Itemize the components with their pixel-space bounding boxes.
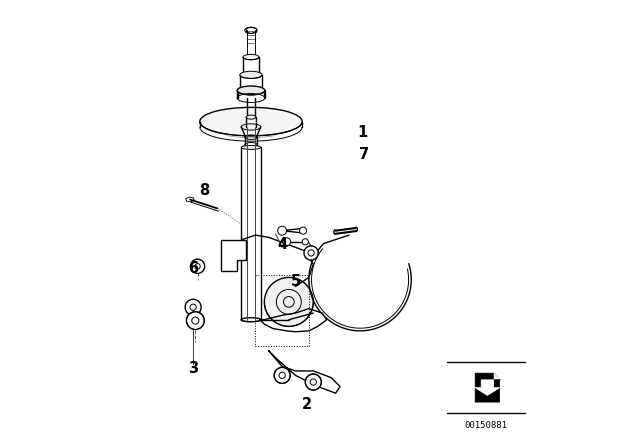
Circle shape <box>302 239 308 245</box>
Polygon shape <box>475 380 500 396</box>
Circle shape <box>283 238 291 246</box>
Ellipse shape <box>240 71 262 78</box>
Circle shape <box>278 226 287 235</box>
Polygon shape <box>221 240 246 271</box>
Ellipse shape <box>243 54 259 60</box>
Ellipse shape <box>237 86 265 95</box>
Circle shape <box>300 227 307 234</box>
Circle shape <box>186 312 204 330</box>
Circle shape <box>185 299 201 315</box>
Text: 3: 3 <box>188 361 198 376</box>
Text: 8: 8 <box>199 183 209 198</box>
Polygon shape <box>493 373 500 379</box>
Ellipse shape <box>200 108 302 136</box>
Text: 5: 5 <box>291 274 301 289</box>
Text: 7: 7 <box>360 147 369 163</box>
Polygon shape <box>475 373 500 402</box>
Circle shape <box>274 367 290 383</box>
Text: 1: 1 <box>357 125 367 140</box>
Text: 00150881: 00150881 <box>465 421 508 430</box>
Circle shape <box>304 246 318 260</box>
Text: 2: 2 <box>301 397 312 412</box>
Ellipse shape <box>241 146 260 150</box>
Ellipse shape <box>246 115 256 119</box>
Text: 4: 4 <box>277 237 287 251</box>
Circle shape <box>191 259 205 273</box>
Circle shape <box>264 277 314 327</box>
Text: 6: 6 <box>188 261 198 276</box>
Circle shape <box>305 374 321 390</box>
